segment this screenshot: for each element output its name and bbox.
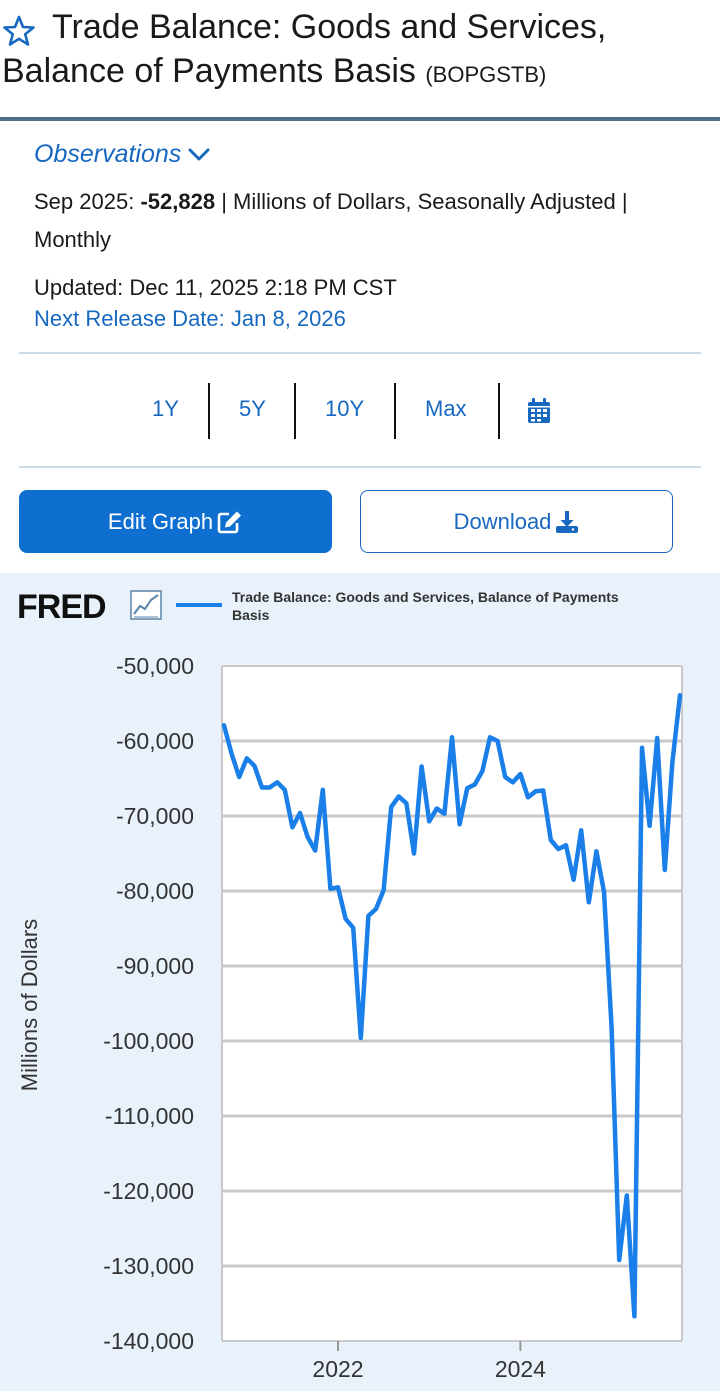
y-tick-label: -60,000 — [116, 728, 194, 754]
range-10y-button[interactable]: 10Y — [325, 396, 365, 421]
y-tick-label: -90,000 — [116, 953, 194, 979]
y-tick-label: -80,000 — [116, 878, 194, 904]
y-tick-label: -140,000 — [103, 1328, 194, 1354]
y-tick-label: -50,000 — [116, 653, 194, 679]
next-release-link[interactable]: Next Release Date: Jan 8, 2026 — [34, 306, 346, 331]
series-title-text: Balance of Payments Basis — [2, 52, 416, 90]
observations-toggle[interactable]: Observations — [34, 140, 211, 169]
download-label: Download — [453, 508, 552, 534]
range-max-button[interactable]: Max — [425, 396, 467, 421]
observation-units: | Millions of Dollars, Seasonally Adjust… — [221, 189, 628, 214]
observation-frequency: Monthly — [34, 227, 112, 252]
y-tick-label: -110,000 — [105, 1103, 194, 1129]
divider — [19, 352, 701, 354]
download-button[interactable]: Download — [360, 490, 673, 553]
download-icon — [556, 510, 579, 533]
divider — [208, 383, 210, 439]
series-title-line1: Trade Balance: Goods and Services, — [52, 8, 607, 46]
x-tick-label: 2024 — [495, 1356, 546, 1382]
favorite-star-icon[interactable] — [2, 14, 36, 48]
edit-icon — [217, 511, 242, 533]
line-chart: -50,000 -60,000 -70,000 -80,000 -90,000 -100,… — [103, 653, 683, 1382]
edit-graph-button[interactable]: Edit Graph — [19, 490, 332, 553]
range-1y-button[interactable]: 1Y — [152, 396, 179, 421]
y-axis-label: Millions of Dollars — [17, 918, 42, 1092]
plot-area — [222, 666, 682, 1341]
y-tick-label: -130,000 — [103, 1253, 194, 1279]
calendar-icon[interactable] — [527, 398, 551, 424]
observation-date: Sep 2025: — [34, 189, 135, 214]
latest-observation: Sep 2025: -52,828 | Millions of Dollars,… — [34, 189, 628, 215]
legend-line2: Basis — [232, 607, 270, 623]
chevron-down-icon — [188, 148, 210, 161]
header-divider — [0, 117, 720, 121]
y-tick-label: -100,000 — [103, 1028, 194, 1054]
divider — [498, 383, 500, 439]
chart-trend-icon — [130, 590, 162, 620]
legend-swatch — [176, 603, 222, 607]
edit-graph-label: Edit Graph — [107, 508, 214, 534]
series-title-line2: Balance of Payments Basis (BOPGSTB) — [2, 52, 546, 91]
divider — [294, 383, 296, 439]
x-tick-label: 2022 — [312, 1356, 363, 1382]
y-tick-label: -120,000 — [103, 1178, 194, 1204]
divider — [394, 383, 396, 439]
legend-line1: Trade Balance: Goods and Services, Balan… — [232, 589, 619, 605]
series-id: (BOPGSTB) — [425, 62, 547, 87]
range-5y-button[interactable]: 5Y — [239, 396, 266, 421]
observations-label: Observations — [34, 140, 182, 168]
series-line — [221, 693, 683, 1319]
series-header: Trade Balance: Goods and Services, Balan… — [0, 0, 720, 120]
y-tick-label: -70,000 — [116, 803, 194, 829]
divider — [19, 466, 701, 468]
observation-value: -52,828 — [140, 189, 216, 214]
updated-timestamp: Updated: Dec 11, 2025 2:18 PM CST — [34, 275, 397, 300]
fred-logo: FRED — [17, 588, 107, 626]
legend-label: Trade Balance: Goods and Services, Balan… — [232, 588, 652, 624]
